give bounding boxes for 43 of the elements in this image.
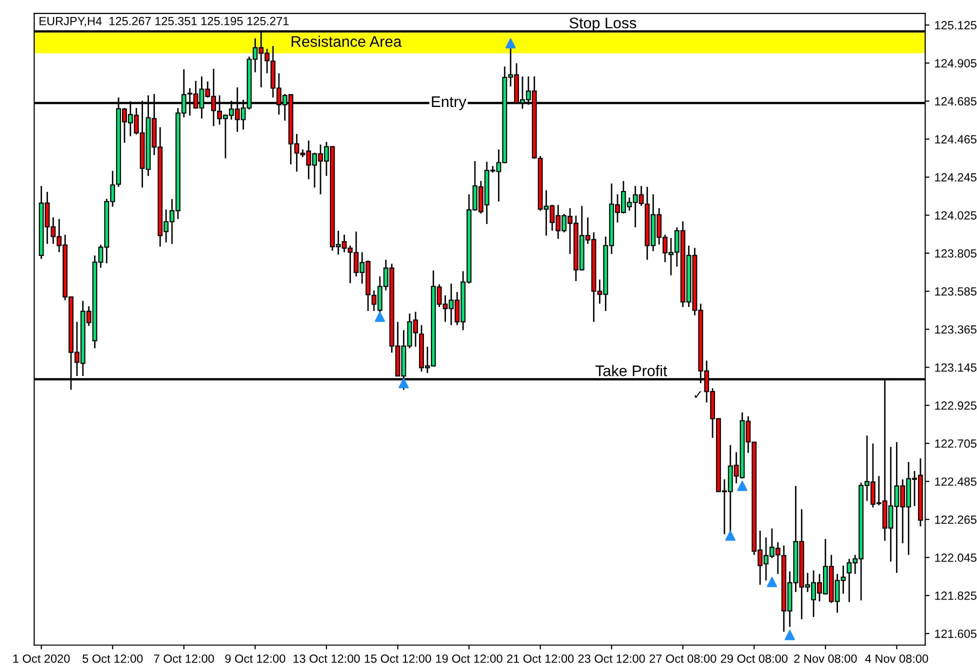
x-tick-label: 1 Oct 2020 xyxy=(13,654,70,663)
y-tick-label: 122.925 xyxy=(935,401,976,410)
y-tick-label: 121.825 xyxy=(935,592,976,600)
x-tick-label: 19 Oct 12:00 xyxy=(436,654,502,663)
y-tick-label: 124.465 xyxy=(935,135,976,144)
y-tick-label: 121.605 xyxy=(935,630,976,638)
y-tick-label: 123.145 xyxy=(935,363,976,372)
x-tick-label: 13 Oct 12:00 xyxy=(294,654,360,663)
y-tick-label: 122.705 xyxy=(935,439,976,448)
point xyxy=(725,530,736,541)
ref-line-label: Stop Loss xyxy=(570,18,636,32)
y-tick-label: 123.585 xyxy=(935,287,976,296)
x-tick-label: 29 Oct 08:00 xyxy=(720,654,788,663)
point xyxy=(374,312,385,322)
y-tick-label: 125.125 xyxy=(935,21,976,30)
x-tick-label: 27 Oct 08:00 xyxy=(650,654,716,663)
x-tick-label: 9 Oct 12:00 xyxy=(225,654,286,663)
x-tick-label: 21 Oct 12:00 xyxy=(507,654,574,663)
x-tick-label: 7 Oct 12:00 xyxy=(154,654,214,663)
y-tick-label: 124.025 xyxy=(935,211,976,220)
y-tick-label: 122.485 xyxy=(935,477,976,486)
point xyxy=(766,576,778,588)
y-tick-label: 124.245 xyxy=(935,173,976,182)
y-tick-label: 124.905 xyxy=(935,59,976,68)
chart-title: EURJPY,H4 125.267 125.351 125.195 125.271 xyxy=(40,16,289,27)
x-tick-label: 15 Oct 12:00 xyxy=(364,654,432,663)
y-tick-label: 123.805 xyxy=(935,249,976,258)
point xyxy=(737,480,748,491)
y-tick-label: 122.045 xyxy=(935,554,976,562)
y-tick-label: 122.265 xyxy=(935,515,976,524)
x-tick-label: 23 Oct 12:00 xyxy=(578,654,645,663)
point xyxy=(784,630,795,640)
point xyxy=(506,38,516,48)
x-tick-label: 2 Nov 08:00 xyxy=(794,654,857,663)
annotation: ✓ xyxy=(694,391,702,398)
y-tick-label: 123.365 xyxy=(935,325,976,334)
band-label: Resistance Area xyxy=(292,36,402,47)
ref-line-label: Entry xyxy=(432,96,466,110)
point xyxy=(398,378,409,388)
y-tick-label: 124.685 xyxy=(935,97,976,106)
x-tick-label: 5 Oct 12:00 xyxy=(82,654,143,663)
x-tick-label: 4 Nov 08:00 xyxy=(865,654,928,663)
ref-line-label: Take Profit xyxy=(595,365,668,376)
